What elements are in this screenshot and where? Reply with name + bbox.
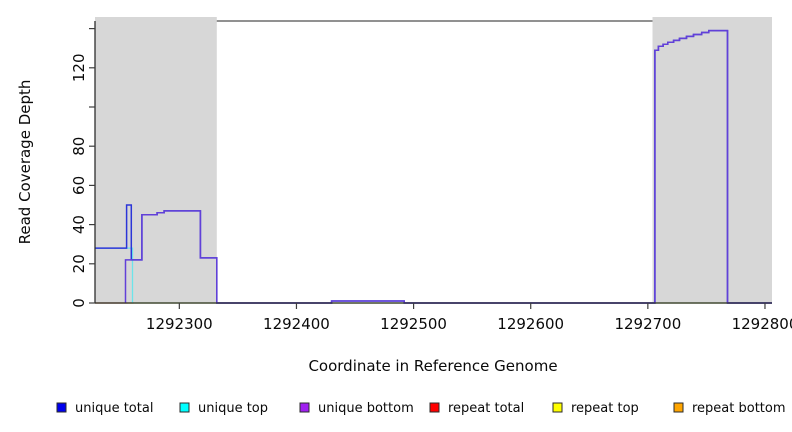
legend-label-unique-total: unique total — [75, 401, 153, 416]
legend-label-unique-bottom: unique bottom — [318, 401, 414, 416]
series-line — [124, 29, 772, 304]
y-tick-label: 60 — [70, 176, 88, 195]
legend-item-unique-total: unique total — [56, 401, 153, 416]
legend-swatch-repeat-top-icon — [552, 402, 563, 413]
legend-label-repeat-total: repeat total — [448, 401, 524, 416]
legend-swatch-unique-top-icon — [179, 402, 190, 413]
y-tick-label: 20 — [70, 254, 88, 273]
legend-label-repeat-top: repeat top — [571, 401, 639, 416]
legend-label-repeat-bottom: repeat bottom — [692, 401, 786, 416]
legend-item-unique-top: unique top — [179, 401, 268, 416]
x-tick-label: 1292400 — [263, 315, 330, 333]
legend-item-repeat-top: repeat top — [552, 401, 639, 416]
x-tick-label: 1292800 — [732, 315, 792, 333]
x-tick-label: 1292300 — [146, 315, 213, 333]
legend-swatch-repeat-bottom-icon — [673, 402, 684, 413]
legend-swatch-unique-total-icon — [56, 402, 67, 413]
y-tick-label: 80 — [70, 137, 88, 156]
legend-label-unique-top: unique top — [198, 401, 268, 416]
legend-item-repeat-total: repeat total — [429, 401, 524, 416]
legend-item-unique-bottom: unique bottom — [299, 401, 414, 416]
x-axis-title: Coordinate in Reference Genome — [308, 357, 557, 375]
shaded-region-1 — [652, 17, 772, 303]
legend-item-repeat-bottom: repeat bottom — [673, 401, 786, 416]
chart-layer: 1292300 1292400 1292500 1292600 1292700 12928… — [70, 17, 792, 333]
x-tick-label: 1292700 — [614, 315, 681, 333]
x-tick-label: 1292500 — [380, 315, 447, 333]
y-tick-label: 0 — [70, 298, 88, 308]
y-tick-label: 40 — [70, 215, 88, 234]
shaded-region-0 — [95, 17, 217, 303]
y-axis-title: Read Coverage Depth — [16, 80, 34, 245]
legend-swatch-unique-bottom-icon — [299, 402, 310, 413]
y-tick-label: 120 — [70, 53, 88, 82]
legend: unique total unique top unique bottom re… — [56, 401, 786, 416]
legend-swatch-repeat-total-icon — [429, 402, 440, 413]
x-tick-label: 1292600 — [497, 315, 564, 333]
